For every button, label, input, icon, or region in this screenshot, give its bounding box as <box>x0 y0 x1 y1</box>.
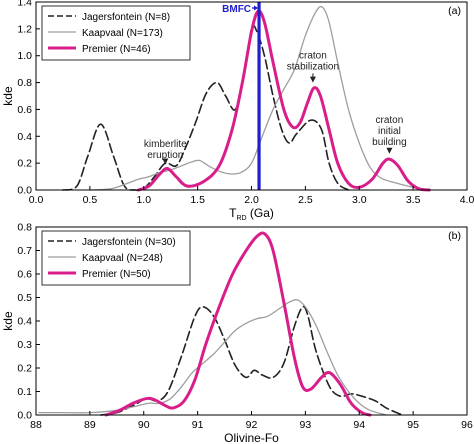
x-tick-label: 88 <box>30 419 42 431</box>
legend-entry: Jagersfontein (N=8) <box>82 12 170 23</box>
x-axis-label: TRD (Ga) <box>229 206 274 222</box>
x-tick-label: 4.0 <box>460 194 474 206</box>
y-tick-label: 0.0 <box>17 185 32 197</box>
x-tick-label: 94 <box>353 419 365 431</box>
series-line-kaapvaal <box>38 299 387 416</box>
x-tick-label: 96 <box>461 419 473 431</box>
y-tick-label: 0.5 <box>17 292 32 304</box>
series-line-premier <box>104 231 372 417</box>
panel-label: (a) <box>448 5 461 17</box>
x-tick-label: 3.0 <box>352 194 367 206</box>
y-tick-label: 0.6 <box>17 269 32 281</box>
y-tick-label: 1.2 <box>17 23 32 35</box>
annotation-text: building <box>372 137 406 148</box>
y-tick-label: 0.0 <box>17 410 32 422</box>
y-tick-label: 1.0 <box>17 50 32 62</box>
x-tick-label: 90 <box>138 419 150 431</box>
annotation-text: stabilization <box>287 61 339 72</box>
x-tick-label: 92 <box>246 419 258 431</box>
annotation-arrow-head <box>386 147 393 154</box>
y-tick-label: 0.1 <box>17 386 32 398</box>
x-axis-label-sub: RD <box>236 215 246 222</box>
bmfc-arrow-head <box>254 5 259 11</box>
x-tick-label: 0.0 <box>29 194 44 206</box>
legend-entry: Jagersfontein (N=30) <box>82 237 176 248</box>
annotation-text: craton <box>299 50 327 61</box>
y-tick-label: 0.7 <box>17 245 32 257</box>
x-tick-label: 2.0 <box>244 194 259 206</box>
y-tick-label: 0.4 <box>17 131 32 143</box>
y-tick-label: 0.6 <box>17 104 32 116</box>
x-tick-label: 3.5 <box>406 194 421 206</box>
x-tick-label: 2.5 <box>298 194 313 206</box>
x-tick-label: 0.5 <box>83 194 98 206</box>
chart-panel-a: BMFCkimberliteeruptioncratonstabilizatio… <box>1 0 474 222</box>
chart-panel-b: 88 89 90 91 92 93 94 95 96 0.0 0.1 0.2 0.3 0.4 0.5 0.6 0… <box>1 222 473 444</box>
annotation-text: initial <box>378 126 401 137</box>
y-tick-label: 0.2 <box>17 158 32 170</box>
y-tick-label: 0.3 <box>17 339 32 351</box>
annotation-arrow-head <box>162 158 169 165</box>
y-tick-label: 1.4 <box>17 0 32 9</box>
series-line-premier <box>136 9 431 192</box>
legend-entry: Kaapvaal (N=248) <box>82 253 163 264</box>
y-tick-label: 0.4 <box>17 316 32 328</box>
legend-entry: Kaapvaal (N=173) <box>82 28 163 39</box>
y-tick-label: 0.2 <box>17 363 32 375</box>
annotation-arrow-head <box>309 76 316 83</box>
x-axis-label-main: T <box>229 206 237 220</box>
annotation-text: craton <box>376 115 404 126</box>
legend-box <box>41 5 191 61</box>
x-axis-label-unit: (Ga) <box>247 206 274 220</box>
y-axis-label: kde <box>1 86 15 106</box>
x-tick-label: 93 <box>300 419 312 431</box>
y-tick-label: 0.8 <box>17 222 32 234</box>
legend-box <box>41 230 191 286</box>
legend-entry: Premier (N=50) <box>82 269 151 280</box>
annotation-text: kimberlite <box>144 139 187 150</box>
x-tick-label: 1.5 <box>190 194 205 206</box>
legend-entry: Premier (N=46) <box>82 44 151 55</box>
x-tick-label: 91 <box>192 419 204 431</box>
x-tick-label: 95 <box>407 419 419 431</box>
x-axis-label: Olivine-Fo <box>224 431 279 444</box>
annotation-text: eruption <box>147 150 183 161</box>
x-tick-label: 89 <box>84 419 96 431</box>
x-tick-label: 1.0 <box>136 194 151 206</box>
bmfc-label: BMFC <box>222 4 251 15</box>
panel-label: (b) <box>448 230 461 242</box>
y-tick-label: 0.8 <box>17 77 32 89</box>
y-axis-label: kde <box>1 311 15 331</box>
